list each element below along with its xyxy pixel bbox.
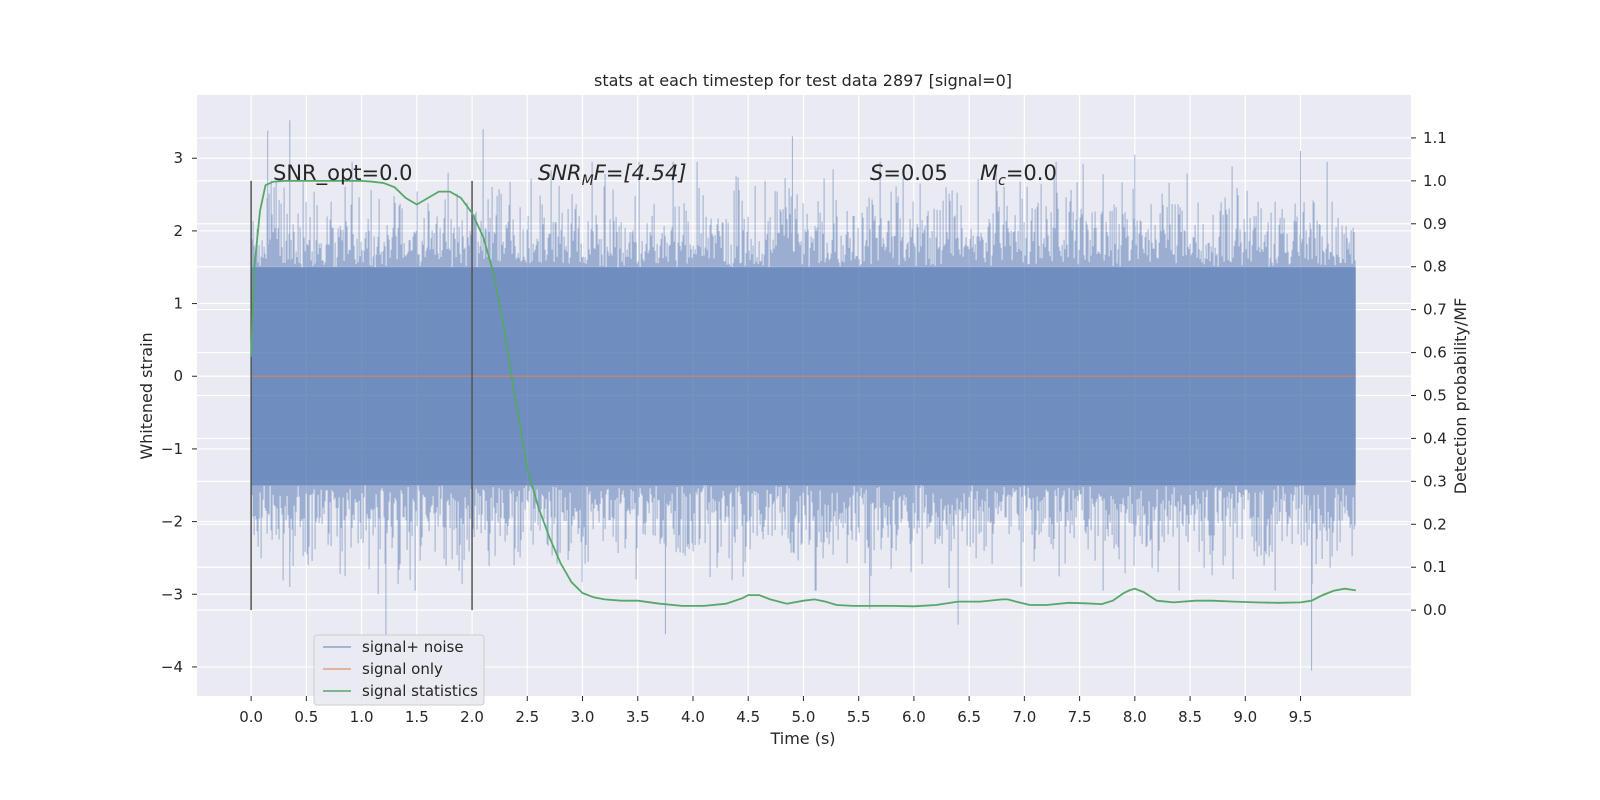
x-tick-label: 0.5 <box>294 708 318 726</box>
x-axis-ticks: 0.0 0.5 1.0 1.5 2.0 2.5 3.0 3.5 4.0 4.5 5.0 5.5 6.0 6… <box>239 696 1312 726</box>
y-right-tick-label: 0.8 <box>1423 258 1447 276</box>
y-right-tick-label: 0.9 <box>1423 215 1447 233</box>
y-right-axis-ticks: 1.1 1.0 0.9 0.8 0.7 0.6 0.5 0.4 0.3 0.2 0.1 0.0 <box>1411 129 1447 619</box>
x-tick-label: 2.0 <box>460 708 484 726</box>
y-right-tick-label: 0.6 <box>1423 344 1447 362</box>
annotation-snr-mf: SNRMF=[4.54] <box>538 161 687 189</box>
x-tick-label: 9.0 <box>1233 708 1257 726</box>
y-right-tick-label: 0.1 <box>1423 558 1447 576</box>
y-right-tick-label: 0.3 <box>1423 472 1447 490</box>
annotation-mc-rest: =0.0 <box>1006 161 1057 185</box>
y-right-tick-label: 1.1 <box>1423 129 1447 147</box>
x-tick-label: 6.5 <box>957 708 981 726</box>
y-left-tick-label: −1 <box>161 440 183 458</box>
x-tick-label: 7.5 <box>1068 708 1092 726</box>
x-tick-label: 2.5 <box>515 708 539 726</box>
annotation-snr-opt: SNR_opt=0.0 <box>273 161 413 186</box>
chart-title: stats at each timestep for test data 289… <box>594 71 1012 90</box>
y-left-tick-label: 2 <box>173 222 183 240</box>
x-tick-label: 4.0 <box>681 708 705 726</box>
x-tick-label: 7.0 <box>1012 708 1036 726</box>
y-right-axis-label: Detection probability/MF <box>1451 298 1470 495</box>
marker-lines <box>250 180 473 611</box>
y-left-axis-label: Whitened strain <box>137 332 156 459</box>
y-left-tick-label: −2 <box>161 513 183 531</box>
y-right-tick-label: 0.5 <box>1423 387 1447 405</box>
annotation-mc-sub: c <box>998 173 1006 189</box>
annotation-snr-mf-rest: F=[4.54] <box>594 161 687 185</box>
x-tick-label: 0.0 <box>239 708 263 726</box>
x-tick-label: 1.0 <box>350 708 374 726</box>
y-left-tick-label: 3 <box>173 149 183 167</box>
x-axis-label: Time (s) <box>769 729 835 748</box>
x-tick-label: 3.5 <box>626 708 650 726</box>
x-tick-label: 3.0 <box>571 708 595 726</box>
legend-label-signal-noise: signal+ noise <box>362 638 464 656</box>
y-right-tick-label: 1.0 <box>1423 172 1447 190</box>
y-right-tick-label: 0.2 <box>1423 515 1447 533</box>
y-right-tick-label: 0.7 <box>1423 301 1447 319</box>
legend-box <box>313 634 485 706</box>
x-tick-label: 6.0 <box>902 708 926 726</box>
y-left-tick-label: −3 <box>161 585 183 603</box>
x-tick-label: 5.5 <box>847 708 871 726</box>
x-tick-label: 9.5 <box>1289 708 1313 726</box>
annotation-mc-main: M <box>980 161 998 185</box>
annotation-s: S=0.05 <box>870 161 948 185</box>
annotation-snr-mf-main: SNR <box>538 161 582 185</box>
x-tick-label: 5.0 <box>792 708 816 726</box>
y-left-tick-label: 0 <box>173 367 183 385</box>
series-signal-statistics-line <box>250 180 1356 608</box>
x-tick-label: 1.5 <box>405 708 429 726</box>
x-tick-label: 8.0 <box>1123 708 1147 726</box>
y-right-tick-label: 0.4 <box>1423 429 1447 447</box>
legend-label-signal-only: signal only <box>362 660 443 678</box>
x-tick-label: 4.5 <box>736 708 760 726</box>
annotation-s-rest: =0.05 <box>883 161 947 185</box>
annotation-snr-mf-sub: M <box>582 173 594 189</box>
x-tick-label: 8.5 <box>1178 708 1202 726</box>
y-left-tick-label: 1 <box>173 295 183 313</box>
annotation-mc: Mc=0.0 <box>980 161 1057 189</box>
legend-label-signal-statistics: signal statistics <box>362 682 478 700</box>
annotation-s-main: S <box>870 161 883 185</box>
y-left-axis-ticks: 3 2 1 0 −1 −2 −3 −4 <box>161 149 197 676</box>
y-right-tick-label: 0.0 <box>1423 601 1447 619</box>
y-left-tick-label: −4 <box>161 658 183 676</box>
legend: signal+ noise signal only signal statist… <box>313 634 485 706</box>
